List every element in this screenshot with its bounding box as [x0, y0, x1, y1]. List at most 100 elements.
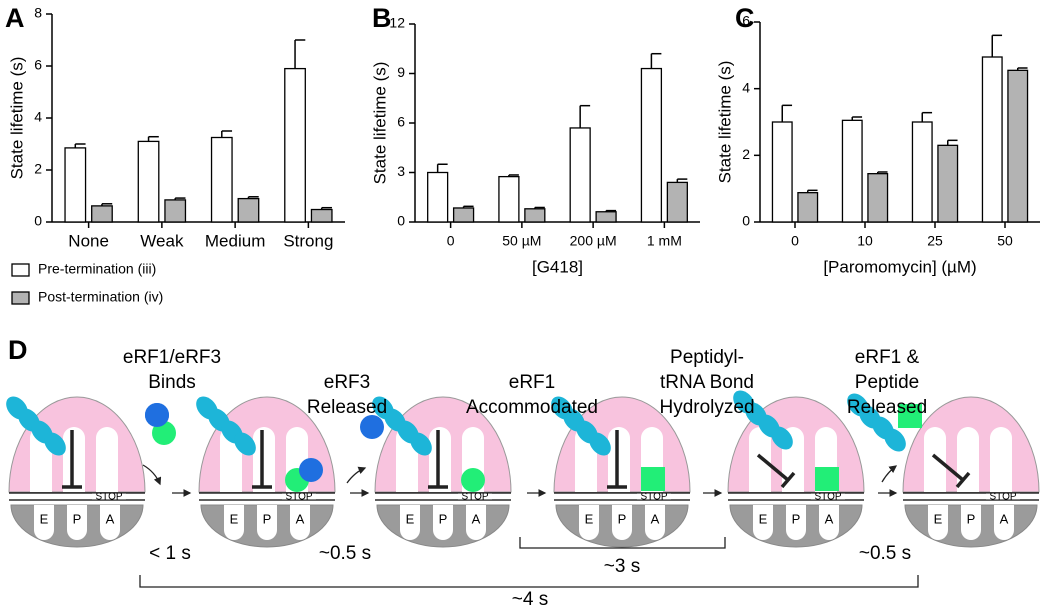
y-tick-label: 2: [34, 161, 42, 177]
step-label: eRF1 &: [855, 347, 920, 368]
tunnel: [253, 427, 275, 492]
site-label: P: [73, 511, 82, 526]
site: [645, 505, 665, 540]
bracket: [139, 575, 919, 588]
x-tick-label: 50 µM: [502, 233, 541, 249]
step-label: Binds: [148, 372, 196, 393]
legend-label: Pre-termination (iii): [38, 261, 156, 277]
bar: [937, 144, 959, 223]
bar: [595, 211, 617, 223]
tunnel: [957, 427, 979, 492]
step-label: Released: [847, 397, 927, 418]
codon-label: STOP: [95, 492, 122, 503]
site: [67, 505, 87, 540]
codon-bg: [986, 493, 1020, 500]
site-label: P: [967, 511, 976, 526]
x-tick-label: 200 µM: [570, 233, 617, 249]
x-tick-label: 0: [447, 233, 455, 249]
site-label: E: [759, 511, 768, 526]
site: [400, 505, 420, 540]
y-tick-label: 6: [34, 57, 42, 73]
peptide: [815, 467, 839, 491]
y-tick-label: 8: [34, 5, 42, 21]
site-label: P: [263, 511, 272, 526]
erf1-domain: [589, 432, 611, 456]
erf3-gtp: [299, 458, 323, 482]
step-label: Hydrolyzed: [659, 397, 754, 418]
codon-label: STOP: [285, 492, 312, 503]
tunnel: [429, 427, 451, 492]
ribosome: E P A STOP: [551, 396, 691, 548]
bar: [666, 181, 688, 223]
site-label: P: [618, 511, 627, 526]
x-tick-label: 1 mM: [647, 233, 682, 249]
codon-bg: [282, 493, 316, 500]
x-tick-label: 50: [997, 233, 1013, 249]
step-label: eRF1/eRF3: [123, 347, 221, 368]
codon-bg: [458, 493, 492, 500]
timing-label: < 1 s: [149, 543, 191, 564]
legend-swatch: [11, 291, 30, 305]
site: [961, 505, 981, 540]
site-label: P: [439, 511, 448, 526]
legend-swatch: [11, 263, 30, 277]
site-label: A: [651, 511, 660, 526]
y-tick-label: 9: [397, 64, 405, 80]
site-label: A: [296, 511, 305, 526]
tunnel: [990, 427, 1012, 492]
site-label: E: [934, 511, 943, 526]
site: [994, 505, 1014, 540]
site: [928, 505, 948, 540]
site-label: A: [106, 511, 115, 526]
y-tick-label: 2: [742, 146, 750, 162]
y-tick-label: 0: [742, 213, 750, 229]
site: [753, 505, 773, 540]
y-tick-label: 3: [397, 163, 405, 179]
y-tick-label: 4: [34, 109, 42, 125]
free-erf3: [145, 403, 169, 427]
codon-label: STOP: [640, 492, 667, 503]
erf3: [461, 468, 485, 492]
step-label: Released: [307, 397, 387, 418]
codon-label: STOP: [989, 492, 1016, 503]
free-erf1-complex: [152, 421, 176, 445]
site: [433, 505, 453, 540]
erf1-domain: [410, 432, 432, 456]
bar: [452, 207, 475, 223]
erf1-domain: [234, 432, 256, 456]
panel-letter: B: [372, 3, 392, 33]
codon-label: STOP: [461, 492, 488, 503]
trna-stem: [756, 453, 790, 482]
site-label: P: [792, 511, 801, 526]
bar: [91, 205, 113, 223]
site: [224, 505, 244, 540]
bar: [210, 136, 233, 223]
bar: [427, 171, 449, 223]
site-label: E: [585, 511, 594, 526]
y-tick-label: 12: [389, 15, 405, 31]
y-tick-label: 0: [34, 213, 42, 229]
site: [466, 505, 486, 540]
arrow: [346, 466, 367, 484]
bar: [237, 197, 260, 223]
y-axis-label: State lifetime (s): [7, 57, 26, 180]
step-label: Peptide: [855, 372, 919, 393]
bracket: [519, 537, 726, 549]
bar: [310, 208, 333, 223]
site-label: A: [825, 511, 834, 526]
bar: [137, 140, 160, 223]
bar: [524, 208, 546, 223]
bar: [64, 147, 87, 223]
codon-bg: [637, 493, 671, 500]
site-label: E: [406, 511, 415, 526]
bar: [1007, 69, 1029, 223]
y-tick-label: 6: [397, 114, 405, 130]
y-tick-label: 4: [742, 79, 750, 95]
site-label: E: [40, 511, 49, 526]
trna-stem: [931, 453, 965, 482]
codon-bg: [811, 493, 845, 500]
site: [786, 505, 806, 540]
arrow: [142, 464, 162, 486]
step-label: eRF3: [324, 372, 370, 393]
